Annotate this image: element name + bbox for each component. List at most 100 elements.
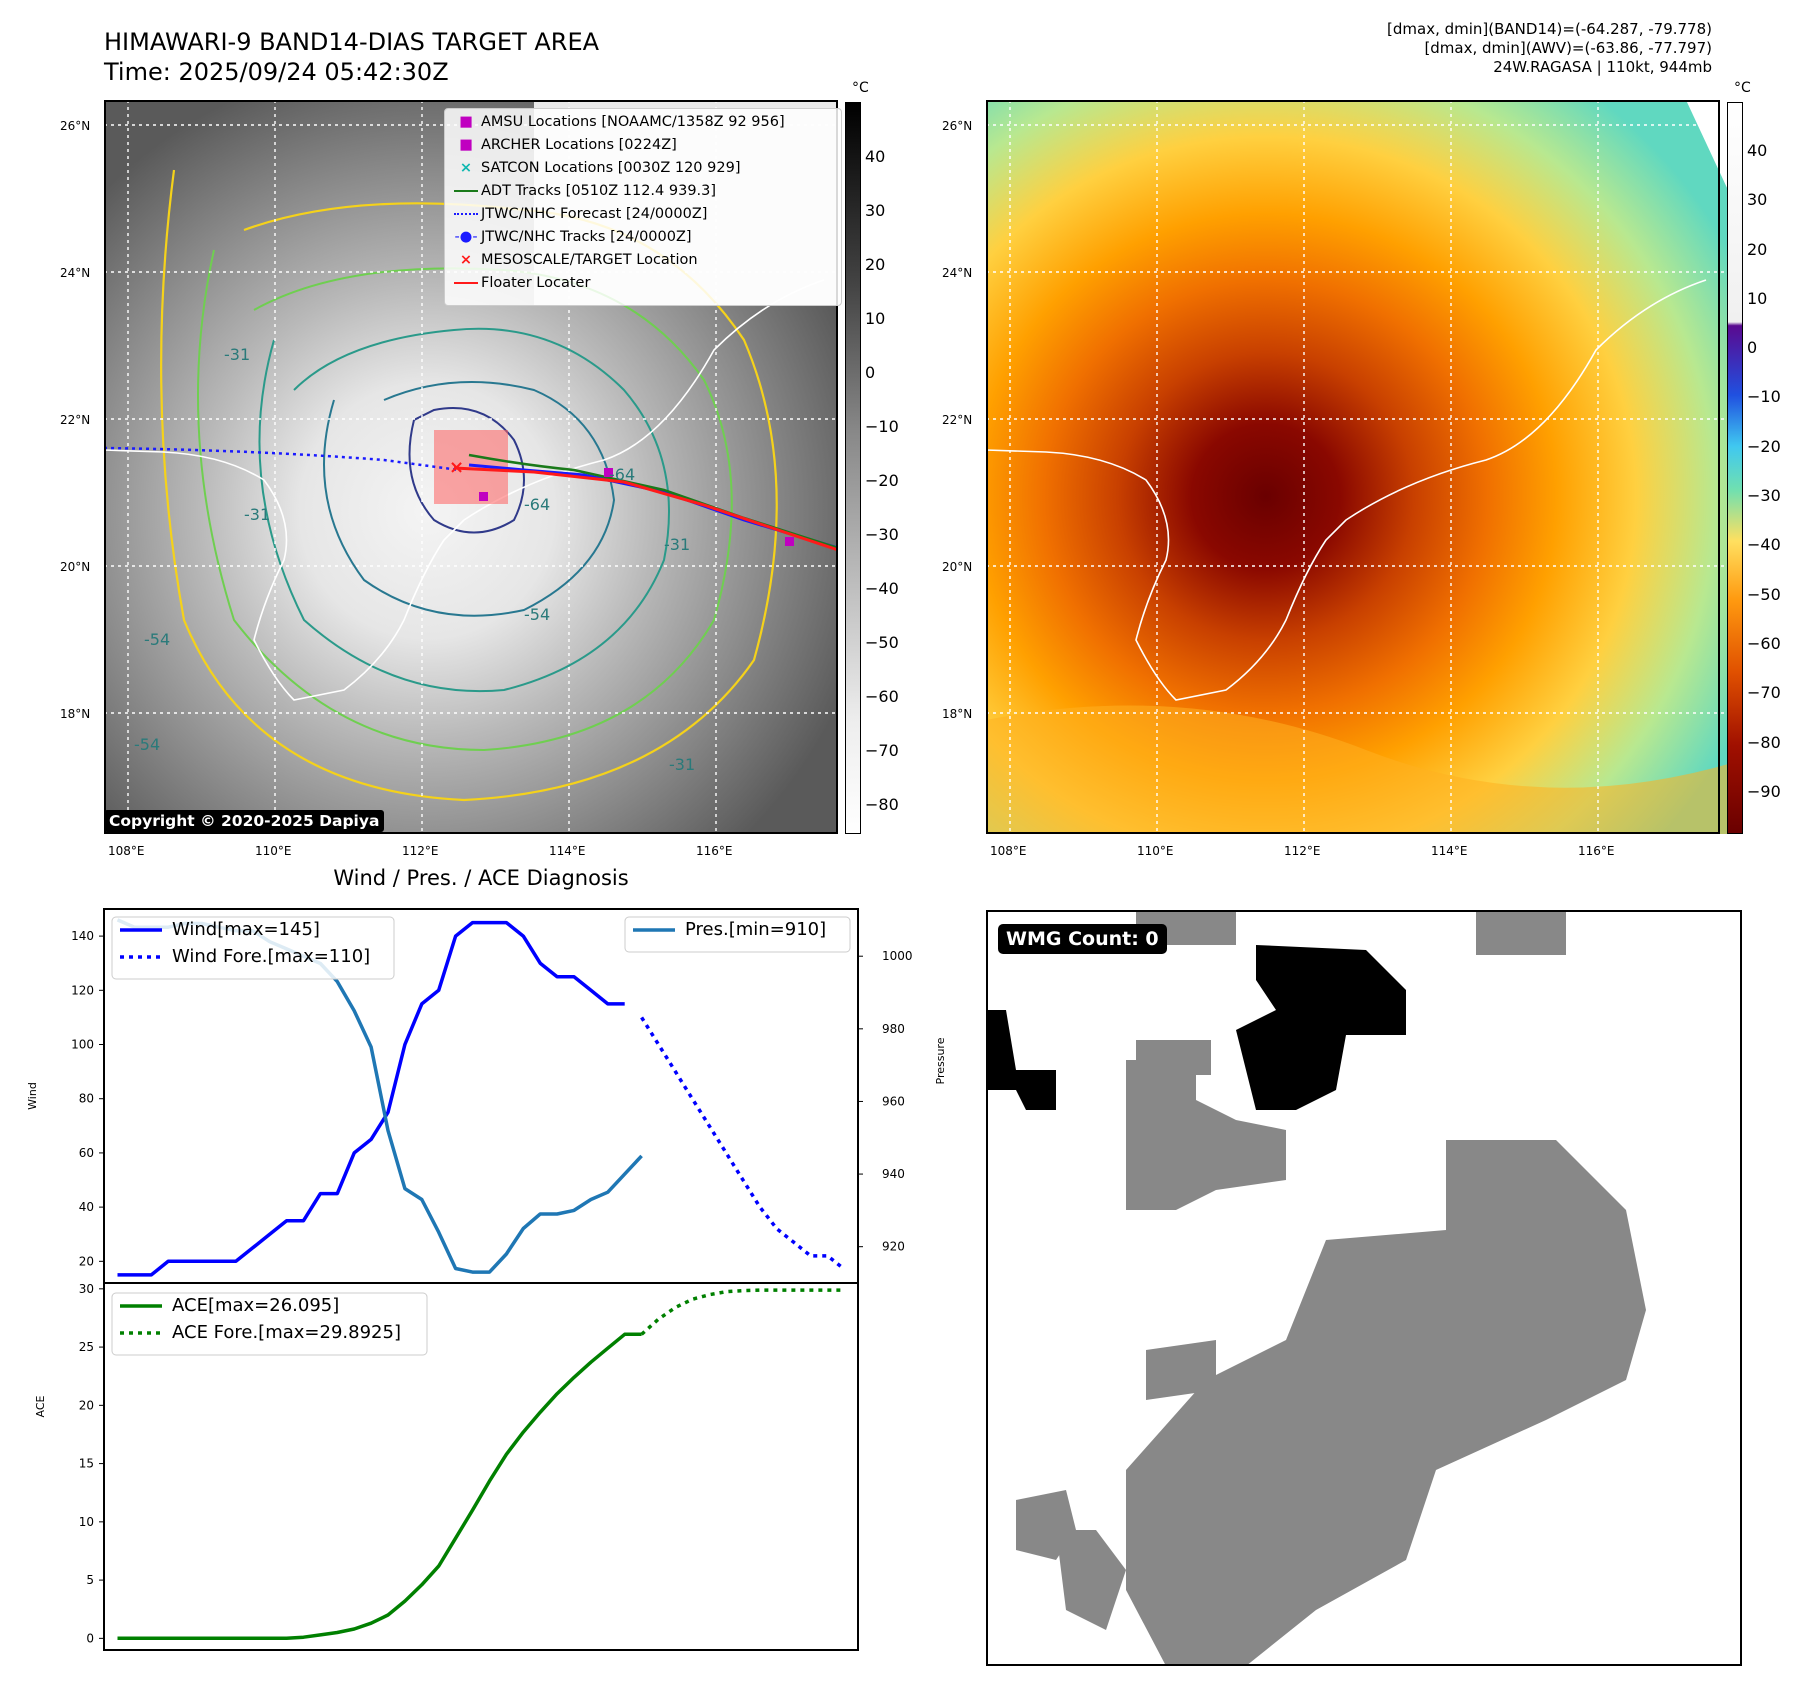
line-marker-icon bbox=[451, 272, 481, 295]
awv-south-band bbox=[986, 705, 1742, 834]
svg-text:-54: -54 bbox=[524, 605, 550, 624]
stats-storm: 24W.RAGASA | 110kt, 944mb bbox=[1493, 58, 1712, 76]
wind-ytick-label: 40 bbox=[79, 1200, 94, 1214]
ir-colorbar-unit: °C bbox=[852, 80, 869, 96]
stats-awv: [dmax, dmin](AWV)=(-63.86, -77.797) bbox=[1424, 39, 1712, 57]
wmg-frame bbox=[986, 910, 1742, 1666]
contour-labels: -64 -54 -31 -64 -54 -31 -54 -31 -31 bbox=[134, 345, 695, 774]
wmg-cold-pixels bbox=[986, 945, 1406, 1110]
lon-label: 110°E bbox=[1137, 844, 1174, 858]
pressure-ytick-label: 940 bbox=[882, 1167, 905, 1181]
lat-label: 18°N bbox=[60, 707, 91, 721]
wind-series-line bbox=[117, 920, 625, 1277]
ir-colorbar bbox=[845, 102, 861, 834]
wmg-count-badge: WMG Count: 0 bbox=[998, 924, 1167, 954]
lon-label: 110°E bbox=[255, 844, 292, 858]
lon-label: 112°E bbox=[1284, 844, 1321, 858]
copyright-badge: Copyright © 2020-2025 Dapiya bbox=[104, 810, 385, 832]
svg-text:-31: -31 bbox=[244, 505, 270, 524]
legend-adt: ADT Tracks [0510Z 112.4 939.3] bbox=[451, 180, 835, 203]
line-marker-icon bbox=[451, 180, 481, 203]
lat-label: 26°N bbox=[942, 119, 973, 133]
svg-text:-54: -54 bbox=[134, 735, 160, 754]
awv-coastline bbox=[986, 279, 1707, 701]
line-dot-icon: -●- bbox=[454, 229, 478, 245]
lat-label: 20°N bbox=[60, 560, 91, 574]
ace-ytick-label: 0 bbox=[86, 1631, 94, 1645]
ir-map-frame bbox=[104, 100, 838, 834]
ace-ytick-label: 25 bbox=[79, 1340, 94, 1354]
lat-label: 22°N bbox=[942, 413, 973, 427]
floater-track bbox=[453, 466, 838, 552]
pressure-ytick-label: 960 bbox=[882, 1094, 905, 1108]
diagnosis-chart: 20 40 60 80 100 120 140 920 940 960 980 1000 0 5 10 15 2… bbox=[26, 908, 947, 1651]
lat-label: 26°N bbox=[60, 119, 91, 133]
wind-legend bbox=[111, 916, 395, 980]
wind-forecast-line bbox=[640, 1016, 846, 1271]
ace-ytick-label: 10 bbox=[79, 1515, 94, 1529]
ace-legend-label: ACE Fore.[max=29.8925] bbox=[172, 1322, 401, 1343]
x-marker-icon: × bbox=[459, 160, 473, 176]
wind-ytick-label: 100 bbox=[71, 1038, 94, 1052]
lon-label: 108°E bbox=[108, 844, 145, 858]
square-marker-icon: ■ bbox=[459, 114, 473, 130]
ir-coastline bbox=[104, 449, 465, 701]
ace-ytick-label: 5 bbox=[86, 1573, 94, 1587]
diagnosis-title: Wind / Pres. / ACE Diagnosis bbox=[333, 866, 629, 890]
x-marker-icon: × bbox=[459, 252, 473, 268]
pressure-legend-label: Pres.[min=910] bbox=[685, 919, 826, 940]
dotted-line-icon bbox=[451, 203, 481, 226]
pressure-ytick-label: 1000 bbox=[882, 949, 913, 963]
lon-label: 112°E bbox=[402, 844, 439, 858]
svg-text:-31: -31 bbox=[664, 535, 690, 554]
wind-ytick-label: 60 bbox=[79, 1146, 94, 1160]
awv-map-panel bbox=[986, 100, 1742, 834]
map-legend: ■ AMSU Locations [NOAAMC/1358Z 92 956] ■ A… bbox=[444, 108, 842, 306]
ace-ytick-label: 20 bbox=[79, 1398, 94, 1412]
awv-map-frame bbox=[986, 100, 1720, 834]
jtwc-forecast-track bbox=[104, 446, 460, 472]
wind-axis-title: Wind bbox=[26, 1082, 39, 1110]
legend-jtwc-tracks: -●- JTWC/NHC Tracks [24/0000Z] bbox=[451, 226, 835, 249]
svg-text:-31: -31 bbox=[224, 345, 250, 364]
legend-mesoscale: × MESOSCALE/TARGET Location bbox=[451, 249, 835, 272]
ace-forecast-line bbox=[640, 1288, 845, 1336]
awv-colorbar-unit: °C bbox=[1734, 80, 1751, 96]
svg-text:-64: -64 bbox=[524, 495, 550, 514]
legend-floater: Floater Locater bbox=[451, 272, 835, 295]
lat-label: 24°N bbox=[60, 266, 91, 280]
ace-legend bbox=[111, 1292, 428, 1356]
legend-jtwc-forecast: JTWC/NHC Forecast [24/0000Z] bbox=[451, 203, 835, 226]
lat-label: 20°N bbox=[942, 560, 973, 574]
legend-amsu: ■ AMSU Locations [NOAAMC/1358Z 92 956] bbox=[451, 111, 835, 134]
ace-axes-frame bbox=[103, 1282, 859, 1651]
stats-band14: [dmax, dmin](BAND14)=(-64.287, -79.778) bbox=[1387, 20, 1712, 38]
mesoscale-x-marker: × bbox=[449, 457, 464, 478]
square-marker-icon: ■ bbox=[459, 137, 473, 153]
lat-label: 24°N bbox=[942, 266, 973, 280]
wmg-panel bbox=[986, 910, 1742, 1666]
legend-archer: ■ ARCHER Locations [0224Z] bbox=[451, 134, 835, 157]
lon-label: 114°E bbox=[1431, 844, 1468, 858]
legend-satcon: × SATCON Locations [0030Z 120 929] bbox=[451, 157, 835, 180]
pressure-legend bbox=[624, 916, 851, 953]
wind-ytick-label: 20 bbox=[79, 1254, 94, 1268]
wind-ytick-label: 80 bbox=[79, 1092, 94, 1106]
figure-title: HIMAWARI-9 BAND14-DIAS TARGET AREA Time:… bbox=[104, 27, 599, 87]
wmg-gray-pixels bbox=[1016, 910, 1646, 1666]
ace-ytick-label: 15 bbox=[79, 1457, 94, 1471]
svg-text:-54: -54 bbox=[144, 630, 170, 649]
amsu-markers bbox=[479, 468, 794, 546]
lat-label: 22°N bbox=[60, 413, 91, 427]
wind-legend-label: Wind Fore.[max=110] bbox=[172, 946, 370, 967]
lon-label: 116°E bbox=[696, 844, 733, 858]
title-line-2: Time: 2025/09/24 05:42:30Z bbox=[104, 58, 449, 86]
lon-label: 108°E bbox=[990, 844, 1027, 858]
pressure-ytick-label: 980 bbox=[882, 1022, 905, 1036]
wind-ytick-label: 140 bbox=[71, 929, 94, 943]
ace-ytick-label: 30 bbox=[79, 1282, 94, 1296]
wind-legend-label: Wind[max=145] bbox=[172, 919, 320, 940]
stats-block: [dmax, dmin](BAND14)=(-64.287, -79.778) … bbox=[1387, 20, 1712, 77]
lat-label: 18°N bbox=[942, 707, 973, 721]
wind-ytick-label: 120 bbox=[71, 983, 94, 997]
